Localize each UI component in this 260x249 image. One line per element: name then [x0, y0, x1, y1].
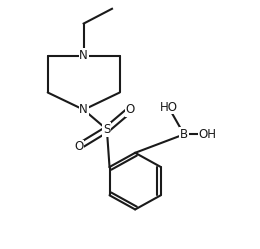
Text: HO: HO	[160, 101, 178, 114]
Text: B: B	[180, 128, 188, 141]
Text: OH: OH	[198, 128, 216, 141]
Text: O: O	[125, 103, 135, 116]
Text: O: O	[74, 140, 83, 153]
Text: S: S	[103, 123, 110, 136]
Text: N: N	[79, 103, 88, 116]
Text: N: N	[79, 49, 88, 62]
